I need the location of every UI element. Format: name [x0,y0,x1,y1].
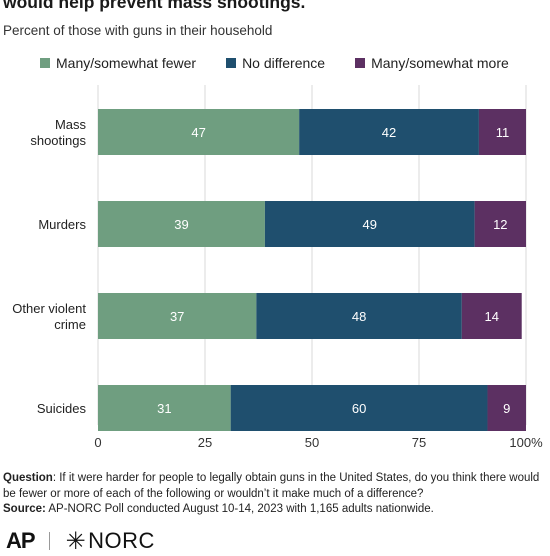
bar-more-2 [461,293,522,339]
category-label-2-0: Other violent [12,301,86,316]
x-tick-label-0: 0 [94,435,101,450]
norc-star-icon: ✳ [65,527,87,555]
category-label-0-1: shootings [30,133,86,148]
category-label-2-1: crime [54,317,86,332]
category-label-0-0: Mass [55,117,87,132]
data-label-fewer-0: 47 [191,125,205,140]
legend-item-no-difference: No difference [226,55,325,71]
data-label-more-2: 14 [485,309,499,324]
legend-swatch-fewer [40,58,50,68]
question-text: : If it were harder for people to legall… [3,472,540,500]
legend-item-more: Many/somewhat more [355,55,509,71]
question-label: Question [3,472,53,484]
bar-fewer-0 [98,109,300,155]
data-label-fewer-3: 31 [157,401,171,416]
data-label-no_difference-0: 42 [382,125,396,140]
bar-fewer-1 [98,201,265,247]
norc-logo-text: NORC [88,528,155,553]
data-label-more-1: 12 [493,217,507,232]
source-text: AP-NORC Poll conducted August 10-14, 202… [45,503,434,515]
data-label-no_difference-2: 48 [352,309,366,324]
logo-bar: AP ✳ NORC [6,527,155,556]
x-tick-label-25: 25 [198,435,212,450]
data-label-fewer-2: 37 [170,309,184,324]
data-label-no_difference-3: 60 [352,401,366,416]
chart-legend: Many/somewhat fewer No difference Many/s… [40,55,509,71]
footnote: Question: If it were harder for people t… [3,471,548,518]
footnote-question: Question: If it were harder for people t… [3,471,548,502]
data-label-fewer-1: 39 [174,217,188,232]
category-label-3-0: Suicides [37,401,87,416]
norc-logo: ✳ NORC [66,527,155,556]
bar-more-0 [478,109,526,155]
legend-item-fewer: Many/somewhat fewer [40,55,196,71]
footnote-source: Source: AP-NORC Poll conducted August 10… [3,502,548,518]
data-label-more-3: 9 [503,401,510,416]
bar-no_difference-3 [230,385,488,431]
legend-swatch-no-difference [226,58,237,68]
bar-more-1 [474,201,526,247]
x-tick-label-75: 75 [412,435,426,450]
bar-no_difference-2 [256,293,462,339]
chart-subtitle: Percent of those with guns in their hous… [3,23,273,38]
ap-logo: AP [6,528,36,553]
logo-divider [48,532,50,550]
chart-title: would help prevent mass shootings. [3,0,306,12]
legend-swatch-more [355,58,366,68]
data-label-more-0: 11 [496,125,510,140]
bar-fewer-2 [98,293,257,339]
bar-more-3 [487,385,526,431]
bar-fewer-3 [98,385,231,431]
bar-no_difference-0 [299,109,479,155]
source-label: Source: [3,503,46,515]
legend-label-more: Many/somewhat more [371,55,509,71]
data-label-no_difference-1: 49 [363,217,377,232]
bar-no_difference-1 [264,201,475,247]
x-tick-label-50: 50 [305,435,319,450]
legend-label-fewer: Many/somewhat fewer [56,55,197,71]
category-label-1-0: Murders [38,217,86,232]
x-tick-label-100: 100% [509,435,543,450]
legend-label-no-difference: No difference [242,55,326,71]
